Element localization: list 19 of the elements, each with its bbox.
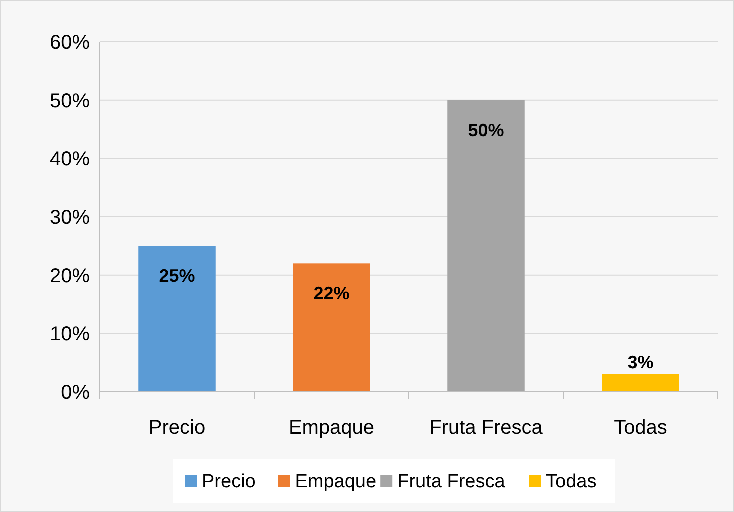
legend-label: Empaque [295, 472, 377, 493]
data-label: 25% [159, 266, 196, 286]
legend-label: Fruta Fresca [398, 472, 506, 493]
y-tick-label: 50% [50, 90, 90, 112]
y-tick-label: 30% [50, 207, 90, 229]
x-tick-label: Empaque [288, 417, 375, 439]
y-tick-label: 60% [50, 32, 90, 54]
x-tick-label: Fruta Fresca [430, 417, 544, 439]
y-tick-label: 10% [50, 324, 90, 346]
legend-label: Todas [546, 472, 597, 493]
y-tick-label: 40% [50, 148, 90, 171]
y-tick-label: 20% [50, 265, 90, 288]
y-tick-label: 0% [61, 382, 90, 404]
data-label: 3% [628, 352, 654, 372]
x-tick-label: Precio [148, 417, 206, 439]
data-label: 22% [314, 284, 350, 304]
data-label: 50% [468, 120, 504, 140]
legend-label: Precio [202, 472, 256, 493]
x-tick-label: Todas [614, 417, 668, 439]
